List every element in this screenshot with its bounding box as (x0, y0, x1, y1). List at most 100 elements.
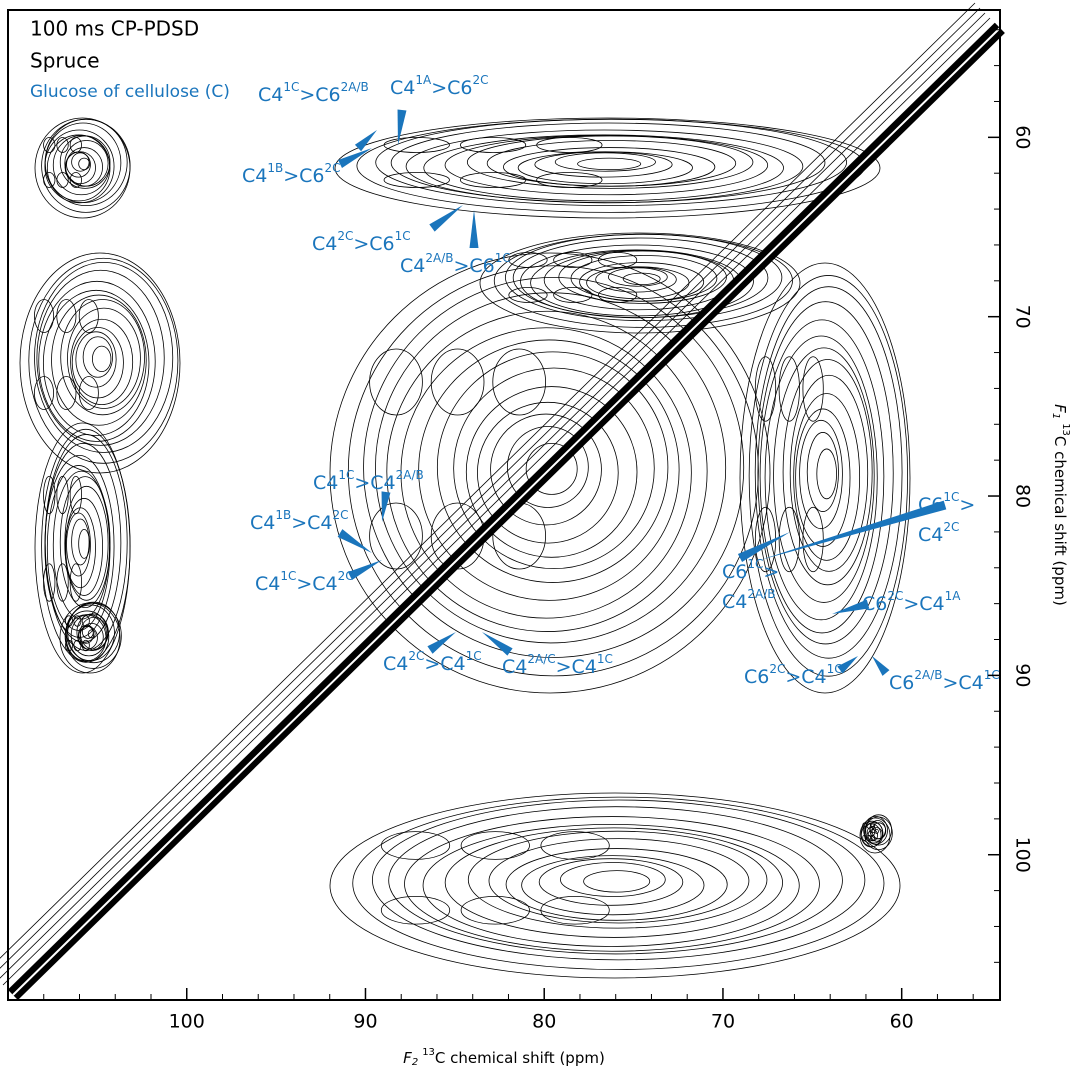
annotation-label: C61C> (918, 490, 975, 516)
contour (862, 822, 867, 829)
contour (56, 563, 69, 602)
annotation-sup: 2A/C (527, 652, 555, 666)
contour (28, 257, 179, 464)
contour (778, 356, 800, 422)
contour (369, 348, 423, 416)
contour (525, 442, 578, 495)
annotation-sup: 1B (267, 161, 283, 175)
annotation-text: C4 (502, 656, 527, 678)
annotation-label: C41B>C42C (250, 508, 349, 534)
annotation-pointer (482, 632, 513, 656)
annotation-label: C41A>C62C (390, 73, 489, 99)
contour (81, 639, 90, 652)
contour (352, 796, 885, 970)
contour (558, 250, 727, 304)
annotation-sup: 1C (597, 652, 613, 666)
annotation-text: C4 (390, 77, 415, 99)
contour (759, 319, 885, 634)
contour (864, 821, 884, 844)
annotation-sup: 2A/B (425, 251, 453, 265)
annotation-pointer (469, 210, 479, 248)
annotation-sup: 1C (984, 668, 1000, 682)
annotation-pointer (760, 500, 947, 560)
contour (863, 815, 888, 845)
annotation-label: C42A/B (722, 587, 775, 613)
contour (538, 858, 684, 906)
contour (554, 152, 656, 172)
annotation-text: C4 (250, 512, 275, 534)
annotation-pointer (347, 560, 382, 581)
contour (757, 301, 894, 645)
annotation-text: C4 (312, 233, 337, 255)
axis-var: F (403, 1049, 412, 1067)
contour (479, 232, 801, 334)
x-tick-label: 60 (890, 1011, 914, 1033)
diagonal (12, 27, 1001, 996)
contour (778, 506, 800, 573)
axis-rest: C chemical shift (ppm) (1052, 436, 1070, 606)
contour (404, 816, 820, 952)
contour (51, 294, 147, 426)
contour (503, 147, 716, 187)
annotation-sup: 1A (415, 73, 432, 87)
annotation-text: C6 (918, 494, 943, 516)
contour (866, 834, 871, 841)
annotation-text: >C4 (354, 472, 395, 494)
annotation-text: >C6 (353, 233, 394, 255)
contour (597, 287, 638, 303)
contour (56, 172, 69, 188)
annotation-label: C42C (918, 520, 959, 546)
contour (371, 799, 866, 961)
y-tick-label: 60 (1012, 125, 1034, 149)
contour (459, 172, 527, 188)
contour (466, 135, 754, 189)
contour (806, 432, 839, 512)
contour (43, 563, 56, 602)
contour (92, 345, 112, 373)
contour (521, 855, 705, 916)
contour (579, 262, 705, 302)
contour (577, 157, 642, 171)
contour (536, 137, 603, 153)
contour (383, 137, 450, 153)
diagonal-contour (0, 12, 986, 979)
chart-title: 100 ms CP-PDSD (30, 17, 199, 41)
y-tick-label: 100 (1012, 837, 1034, 873)
x-tick-label: 80 (532, 1011, 556, 1033)
contour (430, 348, 485, 416)
contour (69, 563, 82, 602)
contour (444, 827, 784, 938)
annotation-sup: 2A/B (914, 668, 942, 682)
contour (64, 485, 109, 601)
diagonal-contour (7, 22, 996, 991)
annotation-text: >C6 (453, 255, 494, 277)
axis-iso: 13 (422, 1047, 435, 1058)
annotation-pointer (397, 109, 407, 145)
annotations: C41C>C62A/B C41A>C62CC41B>C62CC42C>C61CC4… (242, 73, 1000, 694)
annotation-text: >C4 (942, 672, 983, 694)
annotation-text: >C4 (556, 656, 597, 678)
contour (400, 327, 692, 619)
contour (859, 817, 891, 854)
contour (802, 506, 824, 573)
contour (608, 267, 668, 287)
contour (862, 834, 867, 841)
contour (73, 615, 82, 627)
annotation-text: C6 (889, 672, 914, 694)
contour (595, 266, 677, 293)
chart-subtitle: Spruce (30, 49, 100, 73)
annotation-pointer (737, 532, 790, 562)
contour (334, 117, 881, 219)
annotation-sup: 1C (943, 490, 959, 504)
contour (44, 129, 115, 204)
contour (520, 244, 754, 319)
annotation-sup: 2C (408, 649, 424, 663)
contour (356, 118, 866, 213)
contour (59, 476, 111, 609)
annotation-text: >C6 (299, 84, 340, 106)
contour (375, 118, 847, 207)
annotation-sup: 1C (495, 251, 511, 265)
annotation-label: C61C> (722, 557, 779, 583)
annotation-text: C4 (918, 524, 943, 546)
